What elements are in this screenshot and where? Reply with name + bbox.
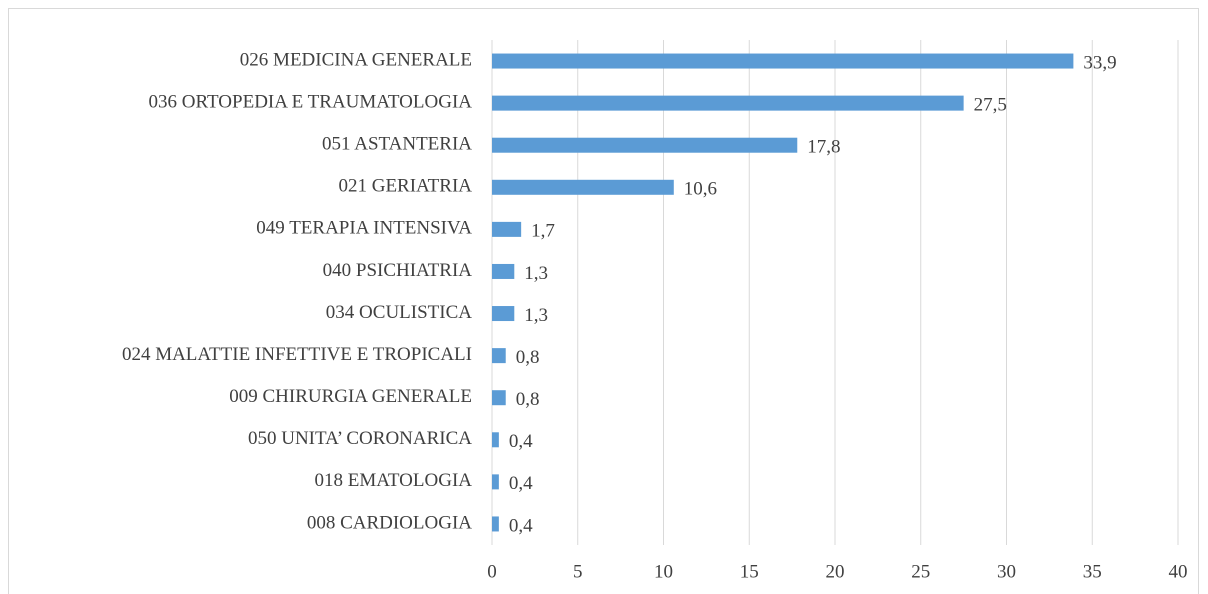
y-tick-label: 008 CARDIOLOGIA [307,512,472,533]
value-label: 1,3 [524,305,548,326]
y-tick-label: 051 ASTANTERIA [322,134,472,155]
x-tick-label: 10 [654,561,673,582]
bar [492,95,964,111]
value-label: 0,4 [509,431,533,452]
bar [492,516,499,532]
value-label: 17,8 [807,137,840,158]
bar [492,306,515,322]
x-tick-label: 15 [740,561,759,582]
y-tick-label: 034 OCULISTICA [326,302,472,323]
y-tick-label: 049 TERAPIA INTENSIVA [256,218,472,239]
bar [492,263,515,279]
value-label: 1,3 [524,263,548,284]
value-label: 0,8 [516,389,540,410]
y-tick-label: 036 ORTOPEDIA E TRAUMATOLOGIA [149,91,473,112]
value-label: 0,4 [509,515,533,536]
value-label: 0,4 [509,473,533,494]
bar [492,432,499,448]
value-label: 0,8 [516,347,540,368]
value-label: 27,5 [974,94,1007,115]
x-tick-label: 40 [1169,561,1188,582]
x-tick-label: 30 [997,561,1016,582]
x-tick-label: 5 [573,561,583,582]
value-label: 33,9 [1083,52,1116,73]
x-tick-label: 25 [911,561,930,582]
x-tick-label: 20 [826,561,845,582]
y-tick-label: 021 GERIATRIA [338,176,472,197]
y-tick-label: 009 CHIRURGIA GENERALE [229,386,472,407]
bar [492,53,1074,69]
y-tick-label: 050 UNITA’ CORONARICA [248,428,472,449]
value-label: 1,7 [531,221,555,242]
bar [492,348,506,364]
bar [492,179,674,195]
chart-border [8,8,1199,594]
x-tick-label: 35 [1083,561,1102,582]
y-tick-label: 024 MALATTIE INFETTIVE E TROPICALI [122,344,472,365]
value-label: 10,6 [684,179,717,200]
y-tick-label: 018 EMATOLOGIA [315,470,473,491]
bar [492,221,522,237]
bar [492,137,798,153]
x-tick-label: 0 [487,561,497,582]
y-tick-label: 040 PSICHIATRIA [323,260,473,281]
y-tick-label: 026 MEDICINA GENERALE [240,49,472,70]
bar [492,390,506,406]
bar [492,474,499,490]
